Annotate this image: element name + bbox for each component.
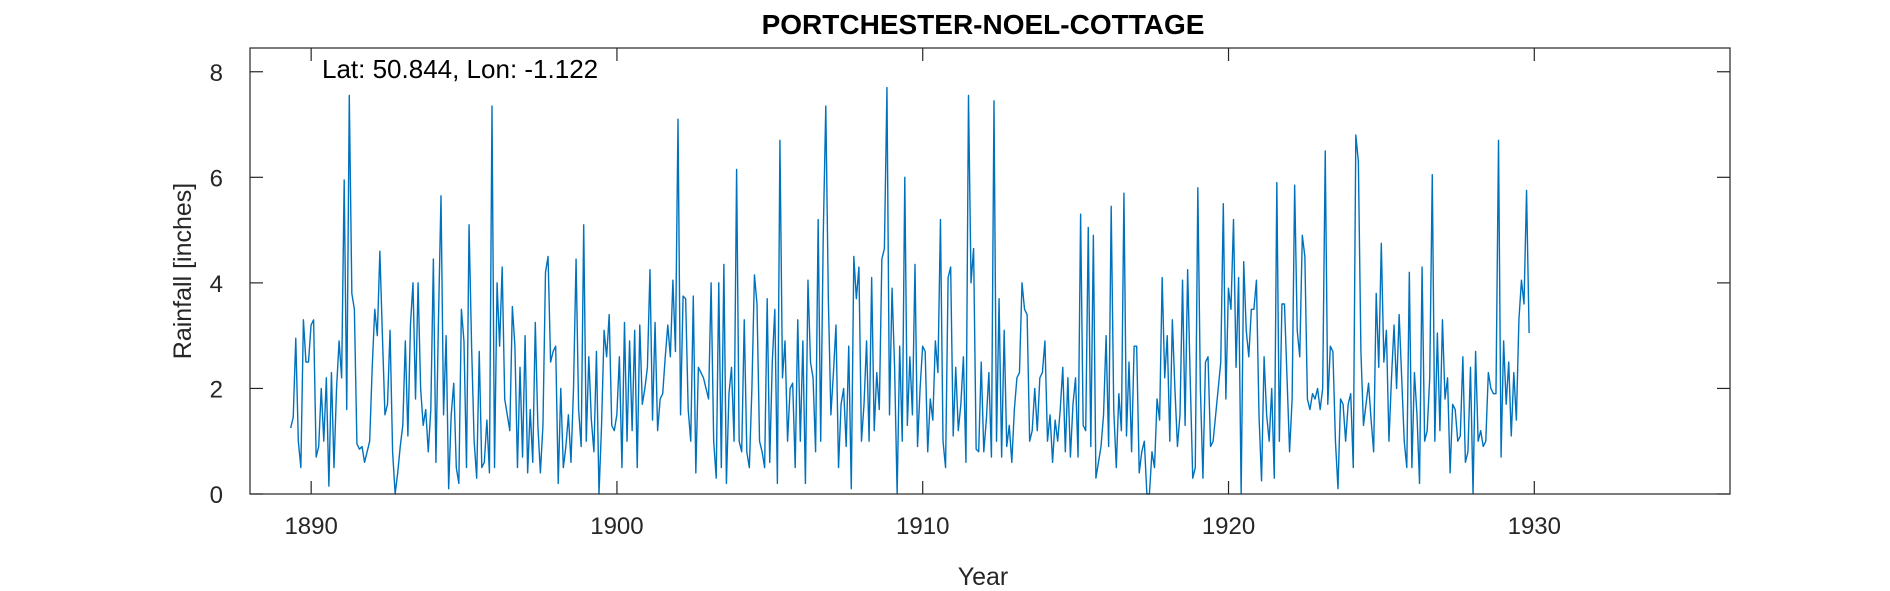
plot-box: [249, 47, 1731, 495]
location-annotation: Lat: 50.844, Lon: -1.122: [322, 54, 598, 84]
x-tick-label: 1920: [1202, 513, 1255, 540]
x-tick-label: 1890: [284, 513, 337, 540]
y-tick-label: 8: [210, 60, 223, 87]
rainfall-series-line: [289, 86, 1530, 495]
chart-title: PORTCHESTER-NOEL-COTTAGE: [762, 9, 1205, 40]
y-tick-label: 2: [210, 376, 223, 403]
x-tick-label: 1930: [1508, 513, 1561, 540]
y-tick-label: 4: [210, 271, 223, 298]
x-tick-label: 1910: [896, 513, 949, 540]
x-axis-label: Year: [958, 563, 1009, 591]
y-tick-label: 0: [210, 482, 223, 509]
y-tick-label: 6: [210, 165, 223, 192]
x-tick-label: 1900: [590, 513, 643, 540]
y-axis-label: Rainfall [inches]: [169, 183, 197, 359]
